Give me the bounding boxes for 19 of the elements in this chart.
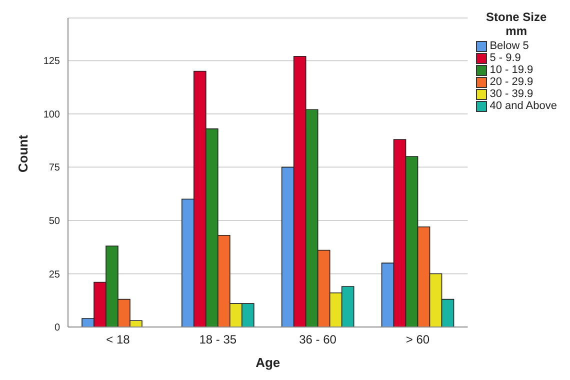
x-tick-label: 18 - 35 — [199, 332, 237, 347]
legend-label: Below 5 — [490, 40, 529, 52]
y-tick-label: 25 — [48, 269, 60, 280]
x-tick-label: > 60 — [406, 332, 430, 347]
legend-label: 40 and Above — [490, 100, 557, 112]
y-tick-label: 100 — [43, 109, 60, 120]
legend-label: 5 - 9.9 — [490, 52, 521, 64]
y-tick-label: 0 — [54, 322, 60, 334]
x-tick-label: < 18 — [106, 332, 130, 347]
legend-label: 10 - 19.9 — [490, 64, 534, 76]
y-tick-label: 50 — [48, 216, 60, 227]
legend-title: Stone Size mm — [485, 10, 548, 38]
y-tick-label: 75 — [48, 162, 60, 174]
legend-label: 20 - 29.9 — [490, 76, 534, 88]
y-tick-label: 125 — [43, 56, 60, 68]
legend-label: 30 - 39.9 — [490, 88, 534, 100]
x-tick-label: 36 - 60 — [299, 332, 337, 347]
y-axis-title: Count — [16, 134, 31, 172]
x-axis-title: Age — [256, 355, 280, 370]
